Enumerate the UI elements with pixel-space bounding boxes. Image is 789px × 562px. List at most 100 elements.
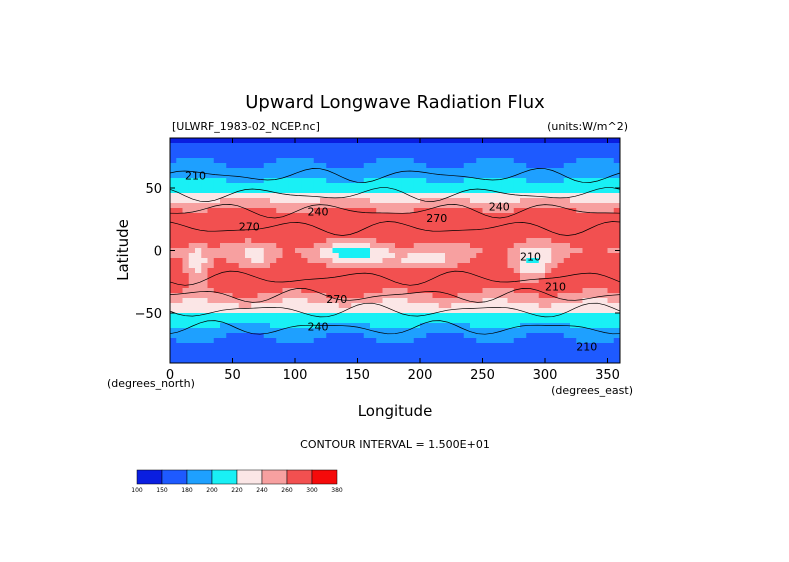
heatmap-cell xyxy=(451,168,458,174)
heatmap-cell xyxy=(263,218,271,224)
heatmap-cell xyxy=(601,308,608,314)
contour-line xyxy=(169,168,621,183)
heatmap-cell xyxy=(220,238,227,244)
heatmap-cell xyxy=(451,243,458,249)
heatmap-cell xyxy=(451,143,458,149)
heatmap-cell xyxy=(551,338,558,344)
heatmap-cell xyxy=(251,248,258,254)
heatmap-cell xyxy=(207,138,215,144)
heatmap-cell xyxy=(332,333,340,339)
heatmap-cell xyxy=(170,343,177,349)
heatmap-cell xyxy=(532,263,540,269)
heatmap-cell xyxy=(395,358,402,364)
heatmap-cell xyxy=(226,358,233,364)
heatmap-cell xyxy=(351,183,358,189)
heatmap-cell xyxy=(438,243,446,249)
heatmap-cell xyxy=(582,308,590,314)
heatmap-cell xyxy=(513,293,521,299)
plot-area xyxy=(170,138,621,364)
heatmap-cell xyxy=(313,248,321,254)
heatmap-cell xyxy=(582,338,590,344)
heatmap-cell xyxy=(313,148,321,154)
heatmap-cell xyxy=(207,168,215,174)
heatmap-cell xyxy=(201,358,208,364)
heatmap-cell xyxy=(482,338,490,344)
heatmap-cell xyxy=(438,223,446,229)
heatmap-cell xyxy=(407,263,415,269)
heatmap-cell xyxy=(595,168,602,174)
heatmap-cell xyxy=(607,158,615,164)
heatmap-cell xyxy=(476,223,483,229)
heatmap-cell xyxy=(451,273,458,279)
heatmap-cell xyxy=(388,223,396,229)
heatmap-cell xyxy=(320,273,327,279)
heatmap-cell xyxy=(426,178,433,184)
heatmap-cell xyxy=(595,143,602,149)
heatmap-cell xyxy=(232,353,240,359)
heatmap-cell xyxy=(170,278,177,284)
heatmap-cell xyxy=(482,178,490,184)
heatmap-cell xyxy=(513,313,521,319)
heatmap-cell xyxy=(588,173,596,179)
heatmap-cell xyxy=(301,213,308,219)
heatmap-cell xyxy=(288,193,296,199)
heatmap-cell xyxy=(551,328,558,334)
heatmap-cell xyxy=(376,148,383,154)
heatmap-cell xyxy=(520,168,527,174)
heatmap-cell xyxy=(470,198,477,204)
heatmap-cell xyxy=(401,168,408,174)
heatmap-cell xyxy=(582,318,590,324)
heatmap-cell xyxy=(295,293,302,299)
heatmap-cell xyxy=(295,233,302,239)
heatmap-cell xyxy=(545,163,552,169)
heatmap-cell xyxy=(545,143,552,149)
heatmap-cell xyxy=(576,353,583,359)
heatmap-cell xyxy=(563,243,571,249)
heatmap-cell xyxy=(357,188,365,194)
heatmap-cell xyxy=(413,273,421,279)
heatmap-cell xyxy=(451,328,458,334)
heatmap-cell xyxy=(257,258,265,264)
heatmap-cell xyxy=(251,148,258,154)
heatmap-cell xyxy=(251,328,258,334)
x-tick-label: 100 xyxy=(283,368,308,383)
heatmap-cell xyxy=(301,303,308,309)
heatmap-cell xyxy=(288,243,296,249)
heatmap-cell xyxy=(370,343,377,349)
heatmap-cell xyxy=(388,213,396,219)
heatmap-cell xyxy=(557,203,565,209)
heatmap-cell xyxy=(288,298,296,304)
heatmap-cell xyxy=(345,338,352,344)
heatmap-cell xyxy=(188,228,196,234)
heatmap-cell xyxy=(463,183,471,189)
heatmap-cell xyxy=(188,338,196,344)
heatmap-cell xyxy=(595,163,602,169)
heatmap-cell xyxy=(388,208,396,214)
heatmap-cell xyxy=(288,288,296,294)
heatmap-cell xyxy=(607,223,615,229)
heatmap-cell xyxy=(245,238,252,244)
heatmap-cell xyxy=(301,208,308,214)
heatmap-cell xyxy=(238,238,246,244)
heatmap-cell xyxy=(613,188,621,194)
heatmap-cell xyxy=(407,203,415,209)
heatmap-cell xyxy=(176,328,183,334)
heatmap-cell xyxy=(282,198,290,204)
heatmap-cell xyxy=(438,263,446,269)
heatmap-cell xyxy=(270,278,277,284)
heatmap-cell xyxy=(395,138,402,144)
heatmap-cell xyxy=(476,253,483,259)
heatmap-cell xyxy=(532,243,540,249)
heatmap-cell xyxy=(532,333,540,339)
heatmap-cell xyxy=(313,293,321,299)
heatmap-cell xyxy=(532,218,540,224)
heatmap-cell xyxy=(395,258,402,264)
heatmap-cell xyxy=(201,153,208,159)
heatmap-cell xyxy=(526,293,533,299)
heatmap-cell xyxy=(420,358,427,364)
heatmap-cell xyxy=(382,153,390,159)
heatmap-cell xyxy=(426,153,433,159)
heatmap-cell xyxy=(363,228,371,234)
heatmap-cell xyxy=(320,213,327,219)
heatmap-cell xyxy=(238,248,246,254)
